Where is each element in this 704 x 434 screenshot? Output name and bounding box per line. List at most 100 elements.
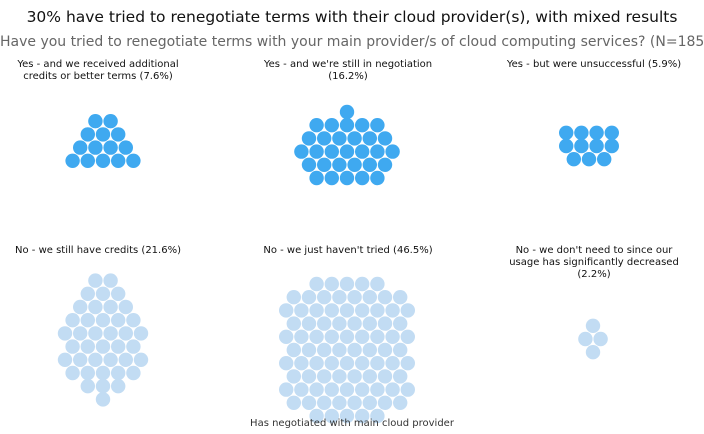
- bubble-group-5: [286, 369, 301, 384]
- bubble-group-3: [581, 152, 597, 167]
- bubble-group-4: [111, 365, 126, 381]
- bubble-group-1: [88, 114, 103, 129]
- bubble-group-5: [393, 369, 408, 384]
- bubble-group-5: [294, 329, 309, 344]
- bubble-group-5: [370, 408, 385, 424]
- bubble-group-3: [574, 138, 589, 154]
- bubble-group-5: [317, 316, 332, 331]
- bubble-group-5: [294, 356, 309, 371]
- bubble-group-1: [80, 127, 96, 142]
- bubble-group-5: [393, 395, 408, 410]
- bubble-group-3: [559, 125, 574, 140]
- bubble-group-2: [309, 118, 324, 133]
- bubble-group-5: [339, 303, 355, 318]
- group-label-still-negotiating: Yes - and we're still in negotiation (16…: [263, 59, 433, 82]
- chart-title: 30% have tried to renegotiate terms with…: [26, 8, 678, 26]
- bubble-group-5: [339, 329, 355, 344]
- bubble-group-1: [95, 127, 111, 142]
- bubble-group-2: [347, 157, 362, 172]
- bubble-group-5: [317, 369, 332, 384]
- bubble-group-5: [362, 342, 377, 358]
- bubble-group-5: [400, 329, 415, 344]
- bubble-group-4: [95, 365, 111, 381]
- bubble-group-4: [95, 379, 111, 394]
- bubble-group-2: [347, 131, 362, 146]
- bubble-group-5: [347, 316, 362, 331]
- bubble-group-3: [574, 125, 589, 140]
- bubble-group-4: [126, 339, 141, 354]
- bubble-group-3: [597, 152, 612, 167]
- bubble-group-5: [347, 369, 362, 384]
- bubble-group-4: [118, 299, 133, 315]
- bubble-group-5: [301, 395, 317, 410]
- bubble-group-5: [377, 342, 393, 358]
- bubble-group-5: [317, 290, 332, 305]
- bubble-layer: [57, 104, 619, 424]
- bubble-group-5: [279, 329, 294, 344]
- bubble-group-2: [332, 131, 347, 146]
- bubble-group-5: [385, 382, 400, 397]
- bubble-group-2: [324, 144, 339, 159]
- bubble-group-5: [317, 395, 332, 410]
- bubble-group-5: [286, 395, 301, 410]
- bubble-group-3: [604, 125, 619, 140]
- bubble-group-5: [309, 408, 324, 424]
- bubble-group-2: [324, 170, 339, 186]
- bubble-group-5: [279, 303, 294, 318]
- bubble-group-1: [80, 153, 96, 168]
- bubble-group-4: [133, 326, 149, 341]
- bubble-group-4: [80, 339, 96, 354]
- bubble-group-5: [355, 329, 370, 344]
- bubble-group-2: [294, 144, 309, 159]
- bubble-group-4: [88, 352, 103, 367]
- group-label-still-have-credits: No - we still have credits (21.6%): [15, 245, 181, 256]
- bubble-group-5: [309, 303, 324, 318]
- bubble-group-5: [286, 316, 301, 331]
- bubble-group-5: [362, 395, 377, 410]
- bubble-group-1: [111, 127, 126, 142]
- bubble-group-1: [103, 114, 118, 129]
- bubble-group-5: [370, 382, 385, 397]
- bubble-group-2: [355, 144, 370, 159]
- bubble-group-1: [65, 153, 80, 168]
- bubble-group-4: [95, 286, 111, 301]
- bubble-group-5: [324, 408, 339, 424]
- bubble-group-5: [355, 276, 370, 292]
- bubble-group-2: [317, 131, 332, 146]
- bubble-group-2: [301, 131, 317, 146]
- bubble-group-5: [309, 356, 324, 371]
- bubble-group-5: [324, 329, 339, 344]
- bubble-group-2: [370, 118, 385, 133]
- bubble-group-4: [95, 313, 111, 328]
- bubble-group-3: [604, 138, 619, 154]
- bubble-group-2: [339, 118, 355, 133]
- bubble-group-5: [385, 303, 400, 318]
- bubble-group-5: [324, 276, 339, 292]
- bubble-group-5: [279, 356, 294, 371]
- bubble-group-4: [65, 313, 80, 328]
- bubble-group-3: [559, 138, 574, 154]
- bubble-group-5: [362, 316, 377, 331]
- bubble-group-4: [111, 313, 126, 328]
- bubble-group-2: [370, 170, 385, 186]
- bubble-group-5: [279, 382, 294, 397]
- bubble-group-5: [301, 316, 317, 331]
- bubble-group-5: [347, 342, 362, 358]
- bubble-group-2: [324, 118, 339, 133]
- bubble-group-2: [332, 157, 347, 172]
- bubble-group-4: [65, 365, 80, 381]
- bubble-group-5: [355, 408, 370, 424]
- bubble-group-5: [377, 369, 393, 384]
- bubble-group-4: [126, 365, 141, 381]
- bubble-group-5: [301, 369, 317, 384]
- bubble-group-5: [393, 290, 408, 305]
- group-label-usage-decreased: No - we don't need to since our usage ha…: [509, 245, 679, 280]
- bubble-group-1: [126, 153, 141, 168]
- bubble-group-1: [95, 153, 111, 168]
- bubble-group-5: [294, 303, 309, 318]
- bubble-group-5: [309, 276, 324, 292]
- bubble-group-5: [301, 290, 317, 305]
- bubble-group-6: [578, 331, 593, 347]
- bubble-group-4: [118, 352, 133, 367]
- bubble-group-5: [355, 382, 370, 397]
